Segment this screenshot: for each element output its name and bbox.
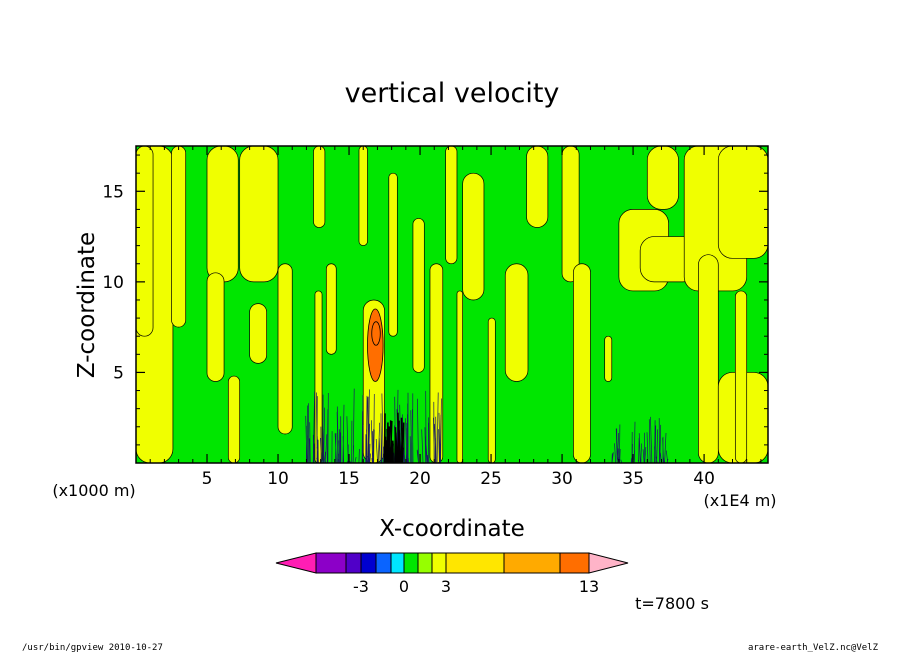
positive-region-22 [526,146,549,228]
colorbar [275,552,629,574]
x-tick-label-0: 5 [202,469,213,489]
y-tick-label-0: 5 [113,363,124,383]
contour-cluster-1 [383,412,405,463]
x-tick-label-3: 20 [409,469,431,489]
chart-title: vertical velocity [345,78,560,109]
colorbar-segment-5 [390,552,405,574]
y-tick-label-1: 10 [102,273,124,293]
colorbar-segment-4 [375,552,392,574]
positive-region-8 [249,303,268,364]
positive-velocity-regions [136,146,768,463]
x-tick-label-4: 25 [480,469,502,489]
x-tick-label-5: 30 [551,469,573,489]
positive-region-33 [734,290,748,463]
positive-region-25 [604,335,613,382]
positive-region-21 [487,317,496,463]
positive-region-12 [358,146,368,246]
positive-region-27 [646,146,679,210]
positive-region-1 [136,146,154,337]
colorbar-label-3: 13 [579,577,599,596]
colorbar-segment-9 [445,552,505,574]
positive-region-4 [206,272,225,382]
positive-region-24 [573,263,591,463]
updraft-level-6 [371,321,381,346]
positive-region-2 [171,146,187,328]
plot-frame [135,145,769,464]
colorbar-segment-7 [417,552,433,574]
x-tick-label-6: 35 [622,469,644,489]
footer-right: arare-earth_VelZ.nc@VelZ [747,643,878,653]
positive-region-3 [206,146,239,283]
y-axis-ticks: 5 10 15 [102,154,768,446]
positive-region-6 [239,146,279,283]
positive-region-30 [717,146,768,259]
colorbar-segment-8 [431,552,447,574]
x-unit-left: (x1000 m) [52,481,135,500]
colorbar-arrow-high [588,552,629,574]
positive-region-23 [561,146,580,283]
colorbar-arrow-low [275,552,317,574]
turbulence-contours [305,388,669,463]
x-unit-right: (x1E4 m) [703,491,776,510]
colorbar-segment-10 [503,552,561,574]
positive-region-14 [388,172,398,337]
contour-cluster-2 [611,416,669,463]
colorbar-labels: -3 0 3 13 [353,577,599,596]
colorbar-segment-2 [345,552,362,574]
positive-region-11 [325,263,337,355]
plot-area [136,146,768,463]
x-tick-label-2: 15 [338,469,360,489]
positive-region-5 [227,375,241,463]
x-tick-label-7: 40 [693,469,715,489]
updraft-core [367,308,384,382]
x-axis-ticks: 5 10 15 20 25 30 35 40 [149,146,762,489]
positive-region-18 [456,290,464,463]
colorbar-label-0: -3 [353,577,369,596]
x-tick-label-1: 10 [267,469,289,489]
positive-region-31 [698,254,719,463]
colorbar-label-2: 3 [441,577,451,596]
positive-region-20 [504,263,529,382]
y-tick-label-2: 15 [102,182,124,202]
x-axis-label: X-coordinate [379,516,525,542]
colorbar-segment-1 [315,552,347,574]
positive-region-16 [429,263,444,463]
colorbar-segment-3 [360,552,377,574]
colorbar-segment-6 [403,552,419,574]
footer-left: /usr/bin/gpview 2010-10-27 [22,643,163,653]
positive-region-19 [462,172,485,301]
positive-region-17 [445,146,458,265]
time-label: t=7800 s [635,594,709,613]
positive-region-15 [412,218,425,373]
positive-region-9 [313,146,326,228]
colorbar-label-1: 0 [399,577,409,596]
y-axis-label: Z-coordinate [74,232,100,378]
contour-cluster-0 [305,388,442,463]
positive-region-7 [277,263,293,435]
colorbar-segment-11 [559,552,590,574]
